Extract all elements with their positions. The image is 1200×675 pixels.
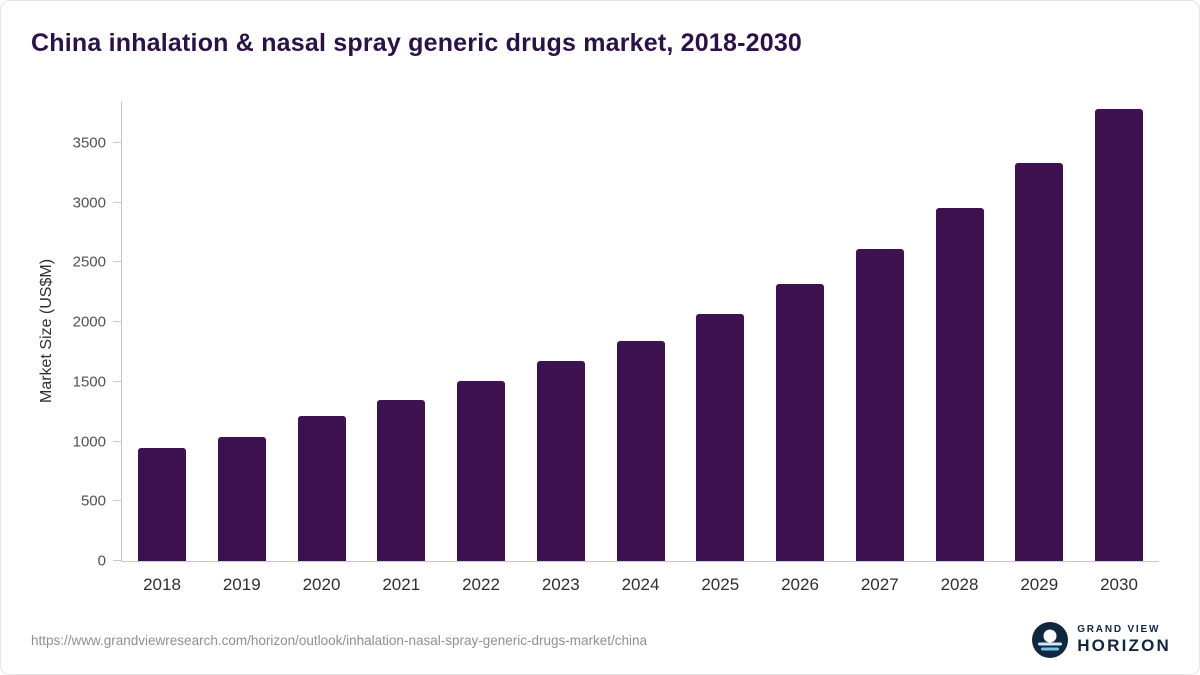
footer: https://www.grandviewresearch.com/horizo…	[31, 622, 1171, 658]
y-axis-tick-label: 3500	[72, 134, 106, 152]
brand-logo: GRAND VIEW HORIZON	[1032, 622, 1171, 658]
y-axis-tick-label: 500	[80, 492, 106, 510]
bar-column: 2025	[696, 314, 745, 594]
x-axis-tick-label: 2020	[302, 575, 341, 594]
horizon-logo-icon	[1032, 622, 1069, 658]
x-axis-tick-label: 2025	[701, 575, 740, 594]
y-axis-tick: 0	[98, 553, 122, 570]
x-axis-tick-label: 2018	[143, 575, 181, 594]
plot-area: 2018 2019 2020 2021 2022 2023 2024 2025 2026 2027…	[122, 101, 1159, 594]
x-axis-tick-label: 2023	[541, 575, 580, 594]
y-axis-tick: 3000	[73, 194, 122, 211]
bar-column: 2027	[855, 248, 904, 594]
bar	[935, 207, 984, 561]
x-axis-tick-label: 2019	[222, 575, 261, 594]
bar-column: 2021	[377, 399, 426, 594]
source-url: https://www.grandviewresearch.com/horizo…	[31, 632, 648, 648]
brand-name-bottom: HORIZON	[1077, 635, 1171, 655]
bar-column: 2026	[776, 283, 824, 594]
bar-column: 2019	[217, 436, 266, 594]
y-axis-tick: 1000	[73, 433, 122, 450]
x-axis-tick-label: 2026	[781, 575, 819, 594]
x-axis-tick-label: 2022	[462, 575, 500, 594]
bar	[217, 436, 266, 561]
y-axis-tick-label: 1000	[72, 433, 106, 451]
x-axis-tick-label: 2024	[621, 575, 660, 594]
y-axis-tick: 1500	[73, 373, 122, 390]
x-axis-tick-label: 2029	[1020, 575, 1059, 594]
y-axis-tick: 3500	[73, 134, 122, 151]
bar	[297, 416, 346, 561]
bar	[377, 399, 426, 561]
bar	[536, 361, 585, 561]
bar-column: 2030	[1095, 109, 1143, 594]
bar	[1095, 109, 1143, 561]
bar	[457, 381, 505, 561]
bar-column: 2023	[536, 361, 585, 594]
bar	[138, 447, 186, 561]
y-axis-tick-label: 2500	[72, 253, 106, 271]
y-axis-tick: 500	[81, 493, 122, 510]
bar-chart: Market Size (US$M) 2018 2019 2020 2021 2022 2…	[38, 101, 1159, 594]
bar-column: 2022	[457, 381, 505, 594]
y-axis-tick-label: 0	[97, 552, 106, 570]
bar-column: 2018	[138, 447, 186, 594]
brand-name-top: GRAND VIEW	[1077, 624, 1161, 636]
y-axis-label: Market Size (US$M)	[38, 258, 55, 404]
bar	[855, 248, 904, 561]
y-axis-tick-label: 1500	[72, 373, 106, 391]
y-axis-tick-label: 3000	[72, 194, 106, 212]
bar	[1015, 162, 1064, 561]
page-title: China inhalation & nasal spray generic d…	[31, 29, 803, 57]
y-axis-tick-label: 2000	[72, 313, 106, 331]
bar	[696, 314, 745, 561]
bar-column: 2028	[935, 207, 984, 594]
bar-column: 2020	[297, 416, 346, 594]
x-axis-tick-label: 2021	[382, 575, 421, 594]
bar-column: 2029	[1015, 162, 1064, 594]
y-axis-tick: 2500	[73, 254, 122, 271]
y-axis-tick: 2000	[73, 314, 122, 331]
bar-column: 2024	[616, 340, 665, 594]
brand-logo-text: GRAND VIEW HORIZON	[1077, 624, 1171, 655]
x-axis-tick-label: 2030	[1100, 575, 1138, 594]
bar	[616, 340, 665, 561]
x-axis-tick-label: 2027	[860, 575, 899, 594]
x-axis-tick-label: 2028	[940, 575, 979, 594]
bar	[776, 283, 824, 561]
